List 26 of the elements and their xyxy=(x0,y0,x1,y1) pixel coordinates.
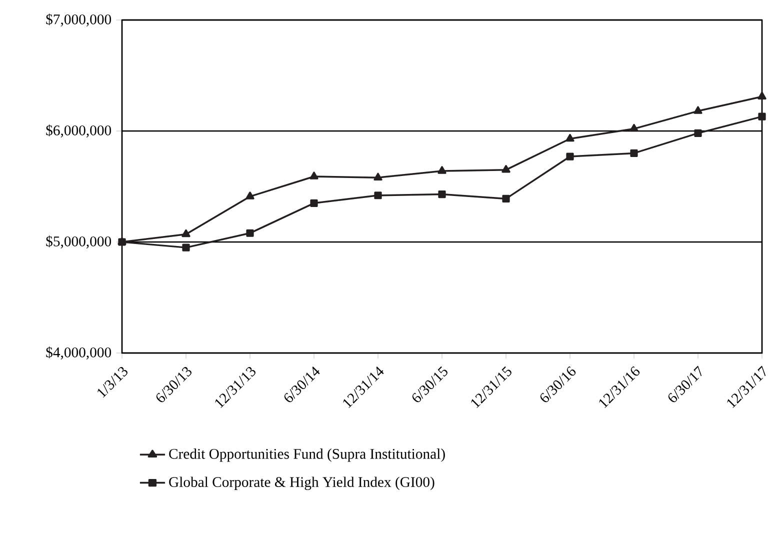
point xyxy=(438,166,446,174)
point xyxy=(566,152,574,160)
point xyxy=(246,229,254,237)
point xyxy=(246,192,254,200)
point xyxy=(182,229,190,238)
point xyxy=(310,172,318,180)
point xyxy=(758,92,766,100)
point xyxy=(502,164,510,173)
y-tick-label: $7,000,000 xyxy=(46,14,112,26)
point xyxy=(630,149,638,158)
legend-label: Credit Opportunities Fund (Supra Institutional) xyxy=(169,448,445,462)
y-tick-label: $4,000,000 xyxy=(46,346,112,360)
y-tick-label: $5,000,000 xyxy=(46,236,112,248)
point xyxy=(438,190,446,198)
point xyxy=(694,129,702,138)
point xyxy=(630,124,638,132)
point xyxy=(566,134,574,142)
point xyxy=(182,244,190,252)
point xyxy=(758,112,766,120)
legend-label: Global Corporate & High Yield Index (GI00) xyxy=(169,476,434,490)
point xyxy=(374,172,382,180)
point xyxy=(694,106,702,114)
point xyxy=(502,194,510,203)
point xyxy=(374,192,382,200)
y-tick-label: $6,000,000 xyxy=(46,124,112,138)
point xyxy=(310,199,318,207)
